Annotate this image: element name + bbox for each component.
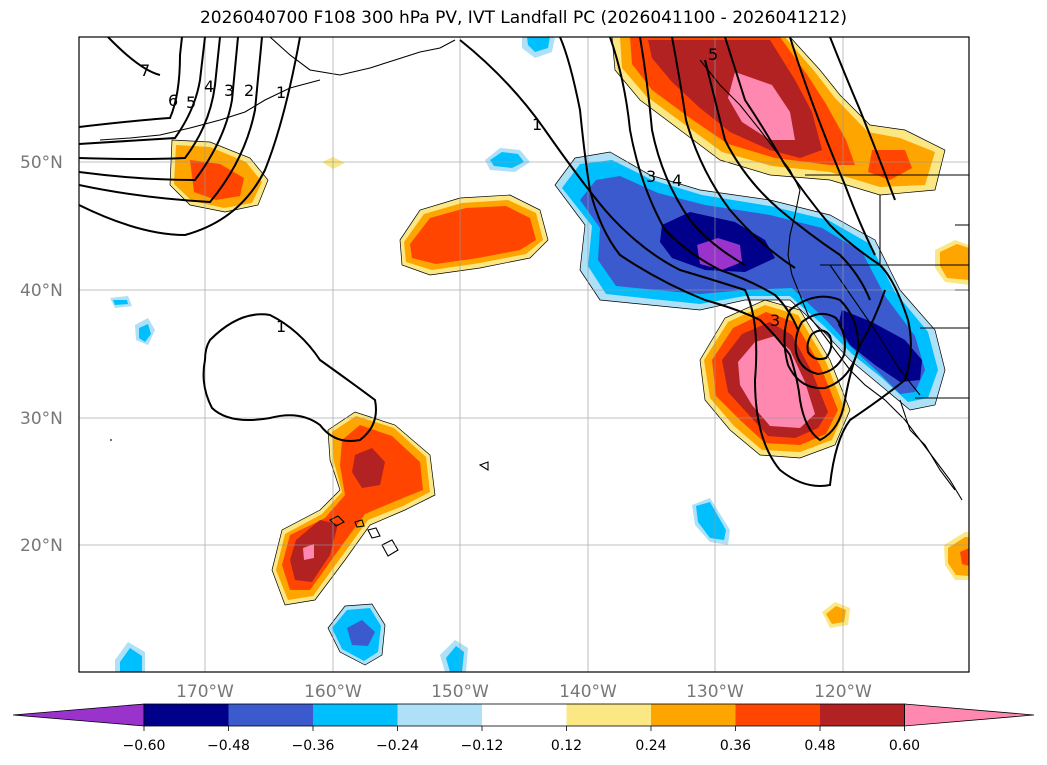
contour-label: 3	[770, 311, 780, 330]
colorbar-segment	[735, 704, 820, 726]
lon-label: 170°W	[176, 682, 234, 702]
contour-label: 1	[276, 317, 286, 336]
contour-label: 6	[168, 91, 178, 110]
positive-anomaly-northwest	[170, 140, 268, 212]
gridlines	[79, 37, 969, 672]
lon-label: 160°W	[304, 682, 362, 702]
lat-label: 30°N	[20, 409, 63, 429]
contour-label: 2	[244, 81, 254, 100]
contour-label: 4	[204, 77, 214, 96]
colorbar-tick-label: 0.60	[889, 738, 920, 754]
colorbar-segment	[144, 704, 229, 726]
colorbar-tick-label: −0.12	[461, 738, 504, 754]
colorbar: −0.60 −0.48 −0.36 −0.24 −0.12 0.12 0.24 …	[12, 703, 1035, 754]
latitude-labels: 50°N 40°N 30°N 20°N	[20, 153, 63, 556]
contour-label: 3	[224, 81, 234, 100]
lon-label: 140°W	[559, 682, 617, 702]
colorbar-extend-low	[12, 703, 145, 727]
colorbar-tick-label: −0.60	[123, 738, 166, 754]
colorbar-segment	[820, 704, 905, 726]
colorbar-tick-label: −0.48	[207, 738, 250, 754]
lat-label: 20°N	[20, 536, 63, 556]
colorbar-tick-label: −0.24	[376, 738, 419, 754]
contour-label: 5	[186, 93, 196, 112]
colorbar-tick-label: 0.48	[804, 738, 835, 754]
colorbar-extend-high	[904, 703, 1035, 727]
negative-anomaly-small	[110, 37, 730, 672]
colorbar-tick-label: −0.36	[292, 738, 335, 754]
coastlines	[99, 37, 969, 557]
contour-label: 4	[672, 171, 682, 190]
pv-contours	[79, 37, 912, 487]
contour-label: 1	[532, 115, 542, 134]
contour-label: 7	[140, 61, 150, 80]
colorbar-segment	[566, 704, 651, 726]
contour-label: 3	[646, 167, 656, 186]
longitude-labels: 170°W 160°W 150°W 140°W 130°W 120°W	[176, 682, 872, 702]
lon-label: 130°W	[686, 682, 744, 702]
colorbar-tick-label: 0.24	[635, 738, 666, 754]
positive-anomaly-hawaii	[272, 412, 435, 605]
contour-labels: 7 6 5 4 3 2 1 1 3 4 5 1 3	[140, 45, 780, 336]
map-title: 2026040700 F108 300 hPa PV, IVT Landfall…	[199, 8, 847, 28]
colorbar-segment	[397, 704, 482, 726]
positive-anomaly-gulf-of-alaska	[612, 37, 945, 195]
colorbar-segment	[313, 704, 398, 726]
colorbar-segment	[228, 704, 313, 726]
colorbar-segment	[482, 704, 567, 726]
colorbar-tick-label: 0.36	[720, 738, 751, 754]
lat-label: 40°N	[20, 281, 63, 301]
lat-label: 50°N	[20, 153, 63, 173]
contour-label: 1	[276, 83, 286, 102]
lon-label: 120°W	[814, 682, 872, 702]
positive-anomaly-central	[400, 195, 548, 275]
positive-anomaly-small	[322, 157, 969, 628]
contour-label: 5	[708, 45, 718, 64]
colorbar-tick-label: 0.12	[551, 738, 582, 754]
map-frame	[78, 36, 970, 673]
anomaly-outlines	[169, 37, 946, 666]
colorbar-segment	[651, 704, 736, 726]
lon-label: 150°W	[431, 682, 489, 702]
